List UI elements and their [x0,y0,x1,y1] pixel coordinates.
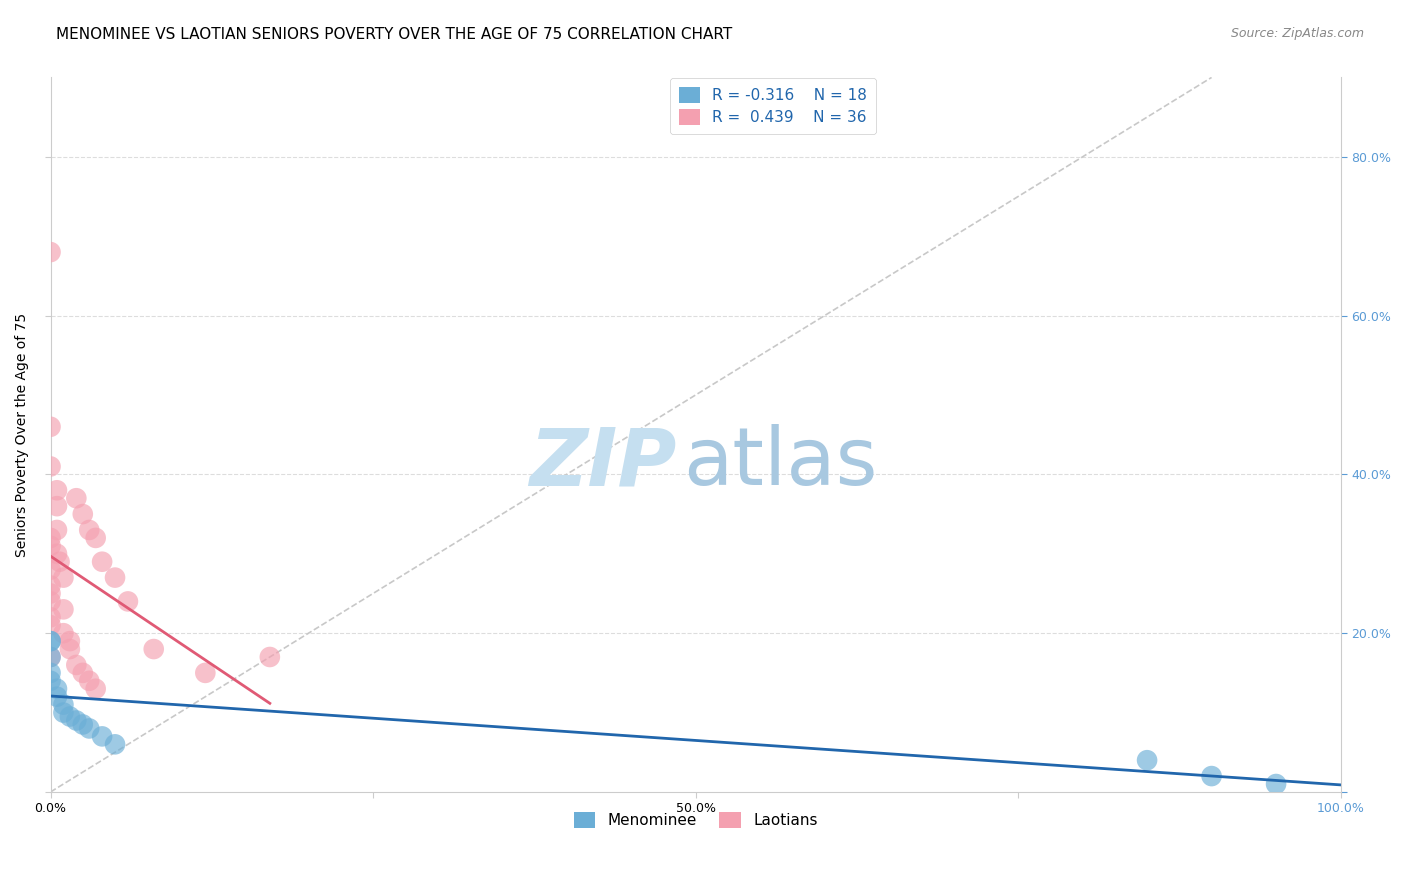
Point [77,673,100,688]
Point [39,634,62,648]
Point [117,594,139,608]
Point [39,578,62,592]
Text: ZIP: ZIP [529,425,676,502]
Point [59,709,82,723]
Point [52,698,75,712]
Point [52,571,75,585]
Legend: Menominee, Laotians: Menominee, Laotians [568,806,824,834]
Text: Source: ZipAtlas.com: Source: ZipAtlas.com [1230,27,1364,40]
Y-axis label: Seniors Poverty Over the Age of 75: Seniors Poverty Over the Age of 75 [15,312,30,557]
Point [77,722,100,736]
Point [59,634,82,648]
Point [91,730,114,744]
Point [52,626,75,640]
Point [48,555,70,569]
Point [39,539,62,553]
Point [91,555,114,569]
Point [39,245,62,260]
Point [39,531,62,545]
Point [46,523,69,537]
Point [104,571,127,585]
Point [194,665,217,680]
Point [52,706,75,720]
Point [72,507,94,521]
Point [39,419,62,434]
Point [65,491,87,506]
Point [59,642,82,657]
Point [77,523,100,537]
Point [39,650,62,665]
Point [104,737,127,751]
Point [46,547,69,561]
Point [65,714,87,728]
Point [52,602,75,616]
Point [72,717,94,731]
Point [39,650,62,665]
Point [39,665,62,680]
Point [39,563,62,577]
Point [39,459,62,474]
Point [84,531,107,545]
Point [46,681,69,696]
Point [39,634,62,648]
Point [84,681,107,696]
Text: atlas: atlas [683,425,877,502]
Text: MENOMINEE VS LAOTIAN SENIORS POVERTY OVER THE AGE OF 75 CORRELATION CHART: MENOMINEE VS LAOTIAN SENIORS POVERTY OVE… [56,27,733,42]
Point [46,690,69,704]
Point [142,642,165,657]
Point [72,665,94,680]
Point [1136,753,1159,767]
Point [1265,777,1288,791]
Point [65,657,87,672]
Point [46,499,69,513]
Point [39,610,62,624]
Point [39,586,62,600]
Point [1201,769,1223,783]
Point [39,594,62,608]
Point [39,618,62,632]
Point [39,673,62,688]
Point [46,483,69,498]
Point [259,650,281,665]
